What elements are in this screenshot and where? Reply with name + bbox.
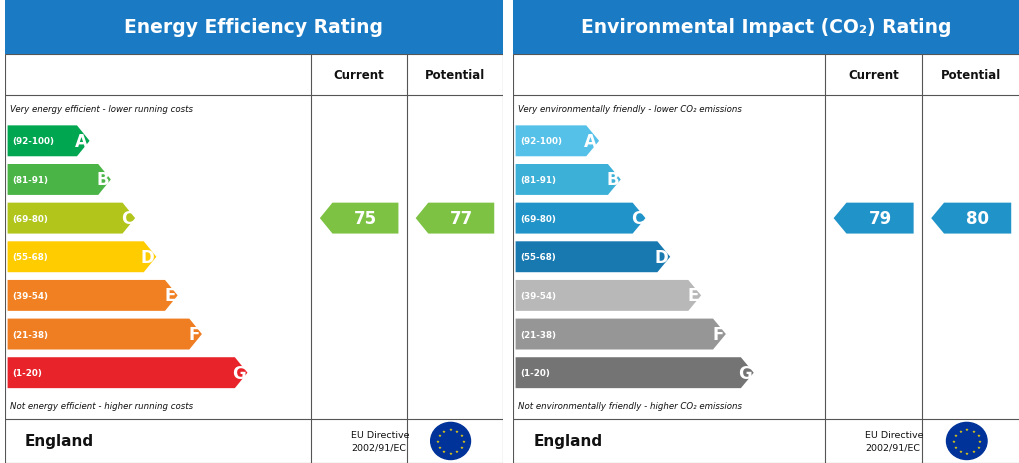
Text: (92-100): (92-100) (520, 137, 561, 146)
Text: ★: ★ (442, 450, 445, 453)
Text: 80: 80 (965, 210, 988, 228)
Text: Energy Efficiency Rating: Energy Efficiency Rating (124, 18, 383, 37)
Polygon shape (515, 126, 598, 157)
Text: B: B (605, 171, 619, 189)
Text: (1-20): (1-20) (12, 369, 42, 377)
Text: Current: Current (848, 69, 898, 81)
Circle shape (946, 422, 986, 459)
Text: D: D (654, 248, 667, 266)
Text: ★: ★ (970, 450, 974, 453)
Text: (21-38): (21-38) (12, 330, 48, 339)
Text: ★: ★ (437, 445, 441, 449)
Text: (69-80): (69-80) (12, 214, 48, 223)
Polygon shape (320, 203, 398, 234)
Text: 77: 77 (449, 210, 473, 228)
Polygon shape (515, 319, 726, 350)
Polygon shape (930, 203, 1010, 234)
Polygon shape (7, 165, 111, 195)
Text: (69-80): (69-80) (520, 214, 555, 223)
Text: G: G (738, 364, 751, 382)
Text: ★: ★ (435, 439, 439, 443)
Text: (55-68): (55-68) (12, 253, 48, 262)
Text: ★: ★ (437, 433, 441, 437)
Text: ★: ★ (953, 445, 957, 449)
Bar (5, 0, 502, 55)
Text: ★: ★ (970, 429, 974, 432)
Polygon shape (416, 203, 494, 234)
Text: EU Directive
2002/91/EC: EU Directive 2002/91/EC (351, 430, 410, 452)
Polygon shape (515, 357, 753, 388)
Text: A: A (74, 132, 88, 150)
Text: E: E (164, 287, 175, 305)
Text: ★: ★ (951, 439, 955, 443)
Text: (39-54): (39-54) (520, 291, 555, 300)
Text: G: G (231, 364, 246, 382)
Text: (21-38): (21-38) (520, 330, 555, 339)
Text: ★: ★ (964, 451, 968, 455)
Polygon shape (515, 165, 621, 195)
Text: Not environmentally friendly - higher CO₂ emissions: Not environmentally friendly - higher CO… (518, 401, 742, 410)
Text: F: F (189, 325, 200, 343)
Polygon shape (7, 203, 135, 234)
Text: C: C (121, 210, 133, 228)
Text: Very energy efficient - lower running costs: Very energy efficient - lower running co… (10, 104, 193, 113)
Text: Potential: Potential (424, 69, 485, 81)
Polygon shape (7, 280, 177, 311)
Text: ★: ★ (460, 445, 464, 449)
Text: (81-91): (81-91) (520, 175, 555, 185)
Text: EU Directive
2002/91/EC: EU Directive 2002/91/EC (864, 430, 923, 452)
Text: ★: ★ (964, 427, 968, 431)
Text: Current: Current (333, 69, 384, 81)
Text: ★: ★ (953, 433, 957, 437)
Text: England: England (25, 433, 94, 449)
Text: C: C (631, 210, 643, 228)
Text: (39-54): (39-54) (12, 291, 48, 300)
Polygon shape (7, 242, 156, 273)
Text: ★: ★ (448, 451, 452, 455)
Text: F: F (712, 325, 723, 343)
Bar (513, 55, 1019, 463)
Text: (1-20): (1-20) (520, 369, 549, 377)
Text: (92-100): (92-100) (12, 137, 54, 146)
Text: ★: ★ (975, 445, 979, 449)
Text: Environmental Impact (CO₂) Rating: Environmental Impact (CO₂) Rating (581, 18, 951, 37)
Text: ★: ★ (454, 429, 459, 432)
Text: Very environmentally friendly - lower CO₂ emissions: Very environmentally friendly - lower CO… (518, 104, 741, 113)
Text: ★: ★ (977, 439, 981, 443)
Text: B: B (96, 171, 109, 189)
Text: 79: 79 (867, 210, 891, 228)
Polygon shape (833, 203, 913, 234)
Bar (513, 0, 1019, 55)
Text: (81-91): (81-91) (12, 175, 48, 185)
Text: ★: ★ (957, 450, 961, 453)
Text: ★: ★ (460, 433, 464, 437)
Text: D: D (141, 248, 154, 266)
Text: ★: ★ (462, 439, 465, 443)
Polygon shape (7, 319, 202, 350)
Text: E: E (687, 287, 698, 305)
Text: Not energy efficient - higher running costs: Not energy efficient - higher running co… (10, 401, 193, 410)
Text: ★: ★ (957, 429, 961, 432)
Text: England: England (533, 433, 602, 449)
Text: ★: ★ (454, 450, 459, 453)
Text: (55-68): (55-68) (520, 253, 555, 262)
Polygon shape (7, 126, 90, 157)
Text: 75: 75 (354, 210, 377, 228)
Text: ★: ★ (975, 433, 979, 437)
Polygon shape (515, 242, 669, 273)
Text: ★: ★ (442, 429, 445, 432)
Polygon shape (515, 280, 700, 311)
Text: ★: ★ (448, 427, 452, 431)
Text: Potential: Potential (941, 69, 1001, 81)
Bar (5, 55, 502, 463)
Text: A: A (584, 132, 596, 150)
Polygon shape (7, 357, 248, 388)
Circle shape (430, 422, 470, 459)
Polygon shape (515, 203, 645, 234)
